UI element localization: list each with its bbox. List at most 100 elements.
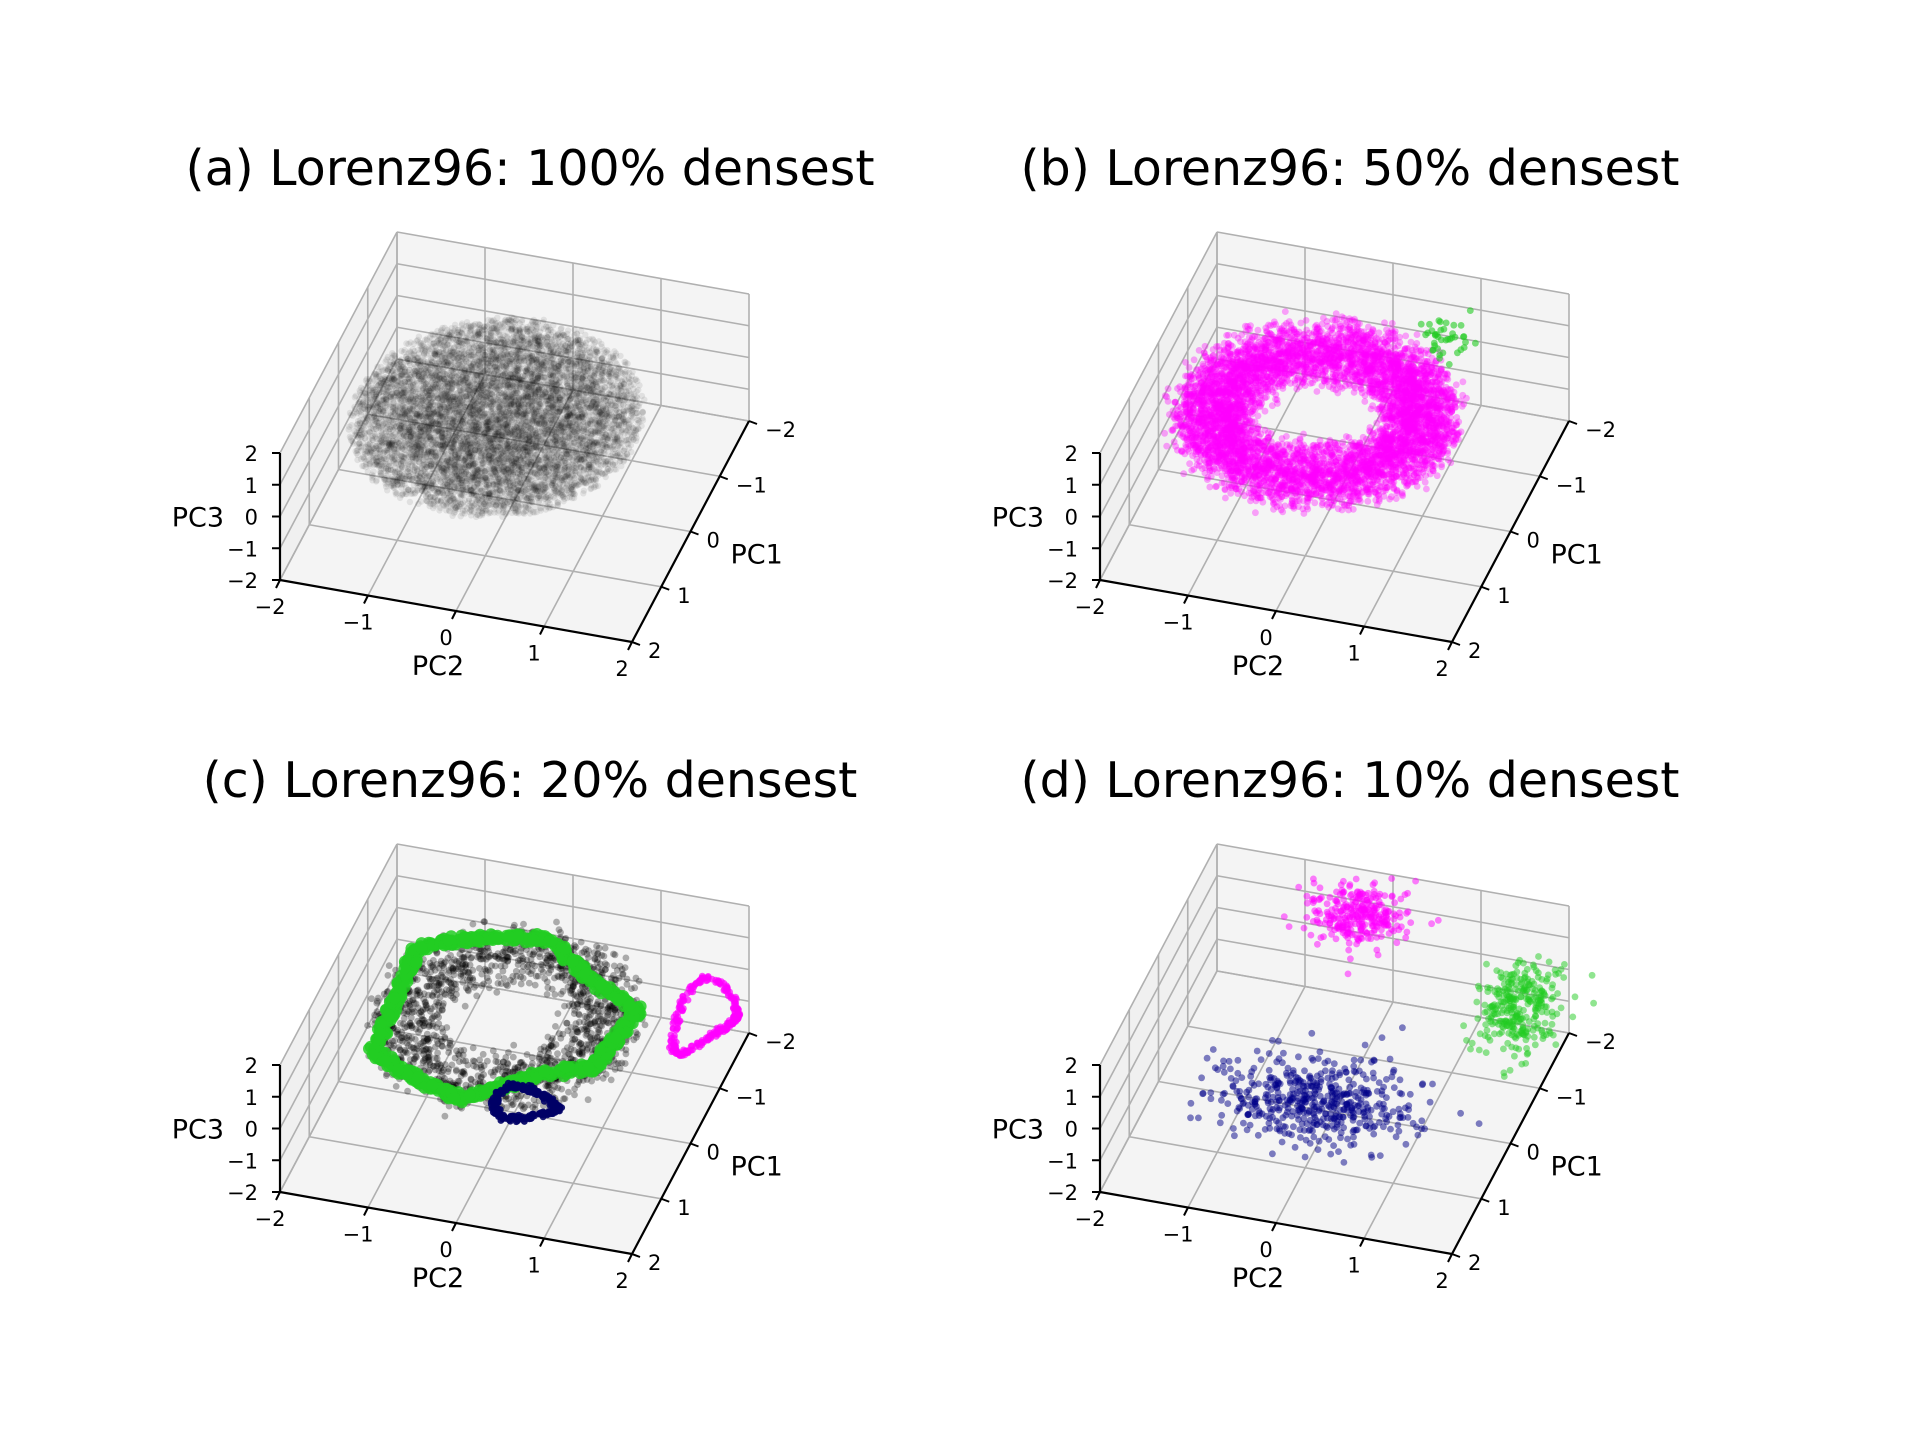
data-point [496,423,504,430]
data-point [519,452,527,460]
data-point [482,356,489,363]
data-point [534,320,541,327]
data-point [510,468,517,476]
data-point [458,468,465,475]
data-point [472,474,479,482]
data-point [466,344,473,352]
data-point [429,383,436,390]
data-point [454,475,461,482]
data-point [541,448,548,456]
data-point [571,326,578,334]
data-point [521,412,529,419]
data-point [573,451,581,458]
data-point [560,444,567,451]
data-point [508,467,515,474]
data-point [580,480,587,487]
data-point [402,388,409,396]
data-point [381,476,388,483]
data-point [473,497,480,504]
data-point [454,426,461,433]
data-point [548,408,555,415]
data-point [482,376,489,384]
data-point [439,414,446,421]
data-point [465,381,473,388]
data-point [417,377,424,384]
data-point [491,336,498,344]
data-point [518,420,525,427]
data-point [469,363,476,371]
data-point [584,377,591,384]
data-point [508,395,515,403]
data-point [484,490,492,497]
data-point [480,399,487,406]
data-point [548,444,555,451]
data-point [421,427,428,434]
data-point [475,505,482,512]
data-point [485,490,492,497]
data-point [470,361,477,369]
data-point [517,494,524,501]
data-point [488,477,495,485]
data-point [530,480,538,487]
data-point [397,460,405,467]
data-point [602,440,609,448]
data-point [501,317,509,324]
data-point [599,420,606,427]
data-point [476,409,484,416]
data-point [455,431,462,439]
data-point [505,377,512,384]
data-point [554,501,562,509]
data-point [477,409,485,417]
data-point [417,403,424,410]
data-point [494,371,501,378]
data-point [409,376,416,384]
data-point [510,382,517,389]
data-point [478,454,485,461]
data-point [509,471,517,478]
data-point [583,413,590,420]
data-point [417,397,425,404]
data-point [584,368,591,375]
data-point [479,460,486,467]
data-point [488,324,496,332]
data-point [397,359,405,366]
data-point [496,428,503,436]
data-point [557,360,564,367]
data-point [576,425,583,432]
data-point [595,441,602,448]
data-point [493,484,500,492]
data-point [571,387,578,395]
data-point [398,409,406,416]
data-point [581,458,588,465]
data-point [552,394,559,401]
data-point [432,381,440,388]
data-point [516,473,523,481]
data-point [485,481,493,489]
data-point [454,503,461,510]
data-point [387,443,395,450]
data-point [595,440,603,447]
data-point [429,426,437,434]
data-point [436,413,443,421]
data-point [586,385,593,392]
data-point [536,328,544,335]
data-point [496,408,503,416]
data-point [494,417,501,424]
data-point [475,425,483,432]
data-point [469,474,476,481]
data-point [496,455,503,463]
data-point [579,413,586,420]
data-point [511,457,518,464]
data-point [454,361,462,369]
data-point [444,380,452,387]
data-point [458,476,465,484]
data-point [596,394,603,401]
data-point [377,388,385,395]
data-point [553,343,560,351]
data-point [500,496,507,504]
gridline [309,523,662,588]
data-point [612,402,619,409]
data-point [450,354,457,361]
data-point [440,358,447,365]
data-point [495,486,502,493]
